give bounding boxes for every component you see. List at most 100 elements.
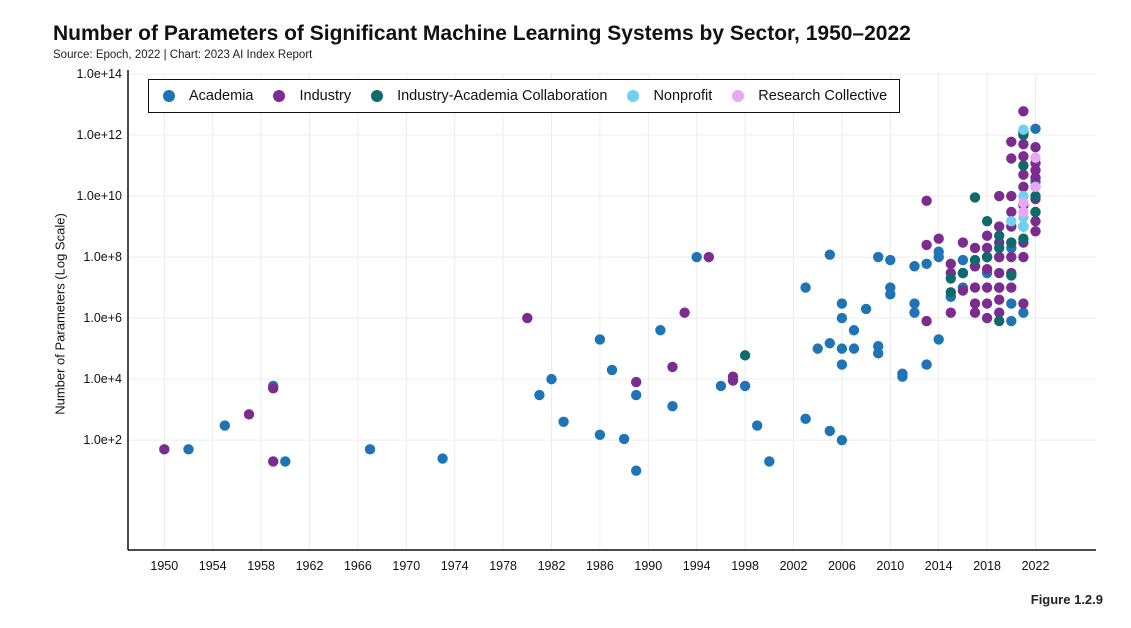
data-point-industry-academia-collaboration [969,254,981,266]
data-point-academia [885,289,896,300]
data-point-industry [667,361,678,373]
data-point-academia [812,343,823,354]
data-point-academia [691,251,702,263]
x-tick-label: 2018 [973,559,1001,573]
data-point-industry [1006,153,1017,164]
data-point-research-collective [1030,152,1041,163]
y-tick-label: 1.0e+4 [83,372,122,386]
data-point-industry [981,282,993,293]
data-point-industry [1030,215,1041,227]
data-point-industry [945,307,956,318]
data-point-industry-academia-collaboration [969,192,981,203]
data-point-academia [836,434,848,446]
data-point-academia [836,312,848,324]
data-point-academia [1018,307,1029,318]
x-tick-label: 2002 [780,559,808,573]
data-point-academia [848,343,860,354]
y-tick-label: 1.0e+14 [76,67,122,81]
data-point-academia [885,254,896,266]
legend-item: Industry-Academia Collaboration [371,88,607,104]
data-point-industry [969,242,981,254]
data-point-industry [522,312,533,324]
x-tick-label: 1998 [731,559,759,573]
legend-swatch [163,90,175,102]
legend-label: Academia [189,88,254,104]
data-point-industry [981,264,993,275]
data-point-industry [1030,226,1041,237]
data-point-academia [909,307,920,318]
data-point-industry [994,190,1005,202]
data-point-academia [800,413,811,425]
data-point-academia [764,456,775,467]
x-tick-label: 1958 [247,559,275,573]
legend-item: Industry [273,88,351,104]
data-point-industry [1006,136,1017,147]
data-point-industry [1018,181,1029,193]
data-point-academia [594,334,606,345]
legend-swatch [732,90,745,102]
data-point-industry [969,282,981,293]
data-point-academia [437,453,448,464]
data-point-academia [631,465,642,476]
x-tick-label: 1970 [392,559,420,573]
data-point-academia [909,261,920,272]
data-point-industry-academia-collaboration [981,215,993,227]
data-point-industry [957,237,969,248]
data-point-academia [848,325,860,336]
data-point-industry [631,376,642,388]
legend-swatch [273,90,286,102]
data-point-industry [921,315,932,327]
data-point-industry [994,307,1005,318]
legend-label: Nonprofit [653,88,713,104]
x-tick-label: 1962 [296,559,324,573]
data-point-industry [1030,172,1041,183]
data-point-academia [364,444,376,455]
chart-source: Source: Epoch, 2022 | Chart: 2023 AI Ind… [53,49,313,61]
data-point-academia [534,389,545,401]
chart-title: Number of Parameters of Significant Mach… [53,22,911,45]
data-point-industry [243,409,255,420]
data-point-industry [994,251,1005,263]
data-point-industry [921,239,932,251]
data-point-industry [1018,139,1029,150]
data-point-nonprofit [1006,215,1017,227]
data-point-academia [836,343,848,354]
legend-label: Industry [299,88,352,104]
figure-label: Figure 1.2.9 [1030,592,1103,607]
data-point-industry [1006,251,1017,263]
data-point-industry [981,312,993,324]
chart-legend: Academia Industry Industry-Academia Collab… [148,79,901,113]
data-point-industry [268,456,279,467]
x-tick-label: 1994 [683,559,711,573]
data-point-industry [1018,169,1029,180]
data-point-academia [873,340,884,352]
data-point-industry [969,307,981,318]
data-point-industry [1030,165,1041,176]
data-point-industry-academia-collaboration [945,273,956,284]
data-point-industry [981,298,993,309]
data-point-industry [268,383,279,394]
data-point-nonprofit [1018,221,1029,232]
legend-swatch [371,90,384,102]
data-point-academia [715,380,727,392]
data-point-industry [1018,106,1029,117]
data-point-nonprofit [1018,124,1029,135]
data-point-academia [824,425,835,437]
data-point-academia [957,254,969,266]
data-point-industry [981,242,993,254]
data-point-academia [1006,315,1017,327]
data-point-research-collective [1018,197,1029,209]
data-point-industry-academia-collaboration [957,267,969,279]
data-point-industry [969,298,981,309]
data-point-industry-academia-collaboration [945,287,956,298]
y-tick-label: 1.0e+8 [83,250,122,264]
x-tick-label: 2022 [1022,559,1050,573]
x-tick-label: 1986 [586,559,614,573]
x-tick-label: 1978 [489,559,517,573]
x-tick-label: 1982 [538,559,566,573]
data-point-research-collective [1030,181,1041,193]
data-point-academia [933,251,944,263]
legend-item: Research Collective [732,88,887,104]
data-point-industry-academia-collaboration [1006,270,1017,281]
data-point-industry [1030,141,1041,153]
